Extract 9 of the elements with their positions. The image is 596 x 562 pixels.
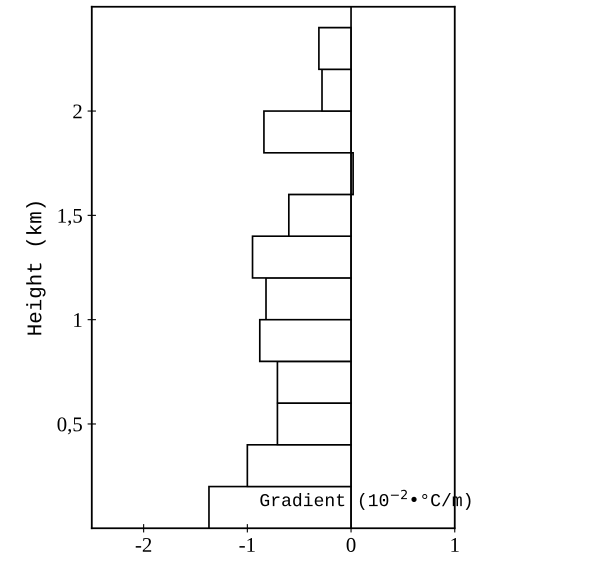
x-tick-label: 1 xyxy=(451,538,459,552)
y-axis-title: Height (km) xyxy=(26,202,46,335)
y-tick-label: 2 xyxy=(73,104,82,118)
x-tick-label: 0 xyxy=(346,538,356,552)
x-tick-label: -1 xyxy=(239,538,255,552)
y-tick-label: 0,5 xyxy=(58,417,82,434)
y-tick-label: 1 xyxy=(74,313,82,327)
y-tick-label: 1,5 xyxy=(58,208,82,226)
x-tick-label: -2 xyxy=(136,538,152,552)
